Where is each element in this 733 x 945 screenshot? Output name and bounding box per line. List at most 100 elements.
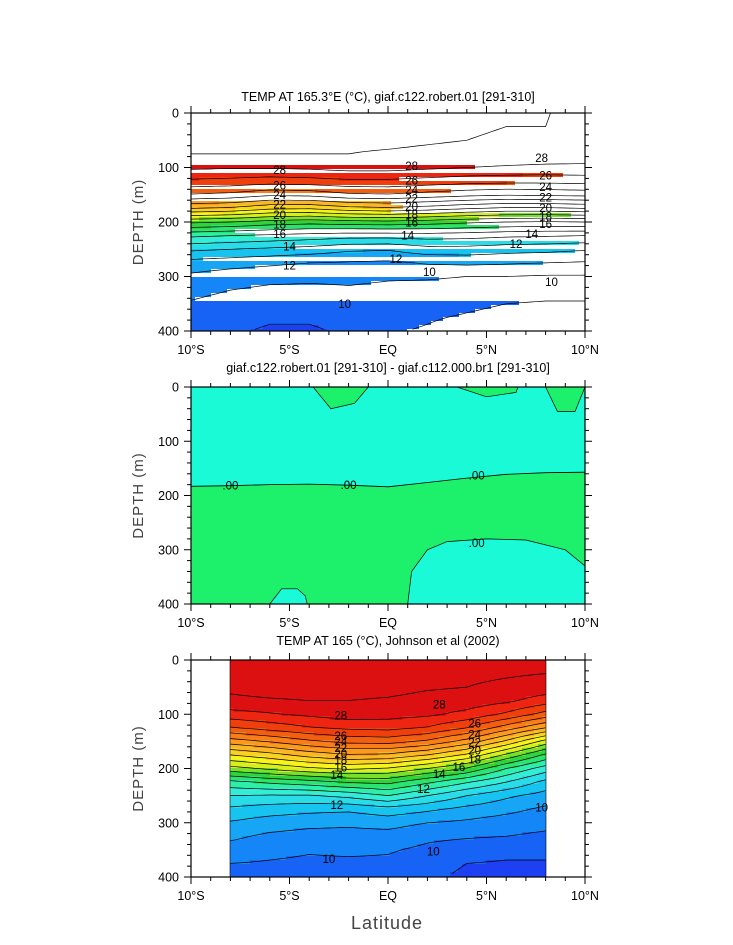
contour-fill-cell [191, 317, 443, 321]
contour-fill-cell [230, 688, 546, 692]
contour-fill-cell [250, 860, 486, 864]
contour-fill-cell [538, 780, 546, 784]
y-ticks: 0 100 200 300 400 [158, 107, 592, 339]
contour-label: .00 [469, 538, 485, 550]
contour-fill-cell [542, 748, 546, 752]
contour-label: 20 [273, 210, 286, 222]
contour-fill-cell [486, 772, 510, 776]
contour-fill-cell [422, 732, 462, 736]
contour-fill-cell [230, 816, 254, 820]
contour-fill-cell [191, 173, 523, 177]
contour-fill-cell [246, 732, 314, 736]
contour-fill-cell [490, 732, 514, 736]
contour-fill-cell [191, 165, 475, 169]
contour-fill-cell [191, 233, 255, 237]
contour-fill-cell [278, 768, 414, 772]
x-tick-label: 10°N [571, 616, 599, 630]
contour-fill-cell [230, 852, 390, 856]
contour-fill-cell [230, 664, 546, 668]
contour-fill-cell [526, 768, 546, 772]
diff-negative-region [269, 588, 308, 604]
contour-fill-cell [450, 784, 486, 788]
contour-fill-cell [406, 812, 506, 816]
contour-fill-cell [402, 760, 442, 764]
contour-fill-cell [306, 788, 426, 792]
contour-fill-cell [215, 241, 579, 245]
contour-fill-cell [482, 744, 502, 748]
contour-fill-cell [191, 181, 507, 185]
contour-fill-cell [390, 852, 546, 856]
contour-fill-cell [502, 768, 526, 772]
contour-fill-cell [518, 740, 538, 744]
contour-fill-cell [470, 736, 494, 740]
contour-fill-cell [454, 744, 482, 748]
contour-fill-cell [506, 780, 538, 784]
x-tick-label: 10°S [177, 616, 204, 630]
contour-fill-cell [490, 756, 510, 760]
contour-fill-cell [230, 804, 242, 808]
contour-fill-cell [430, 724, 474, 728]
contour-label: 28 [273, 165, 286, 177]
contour-fill-cell [191, 305, 491, 309]
diff-positive-patch [312, 387, 369, 410]
contour-fill-cell [315, 189, 451, 193]
contour-fill-cell [466, 708, 514, 712]
contour-line [230, 739, 546, 770]
contour-fill-cell [466, 776, 494, 780]
contour-fill-cell [235, 205, 363, 209]
contour-fill-cell [510, 716, 542, 720]
diff-negative-region [407, 538, 585, 604]
chart-panel-2: .00 .00 .00 .00 10°S 5°S EQ 5°N 10°N 0 100 200 300 40… [130, 361, 599, 630]
contour-fill-cell [266, 728, 450, 732]
contour-line [254, 300, 585, 330]
contour-fill-cell [434, 780, 470, 784]
contour-fill-cell [230, 720, 266, 724]
contour-fill-cell [518, 764, 542, 768]
contour-fill-cell [191, 289, 227, 293]
contour-fill-cell [534, 732, 546, 736]
contour-fill-cell [430, 748, 462, 752]
y-tick-label: 100 [158, 435, 179, 449]
contour-label: 18 [334, 755, 347, 767]
contour-label: 26 [334, 731, 347, 743]
contour-fill-cell [410, 824, 546, 828]
contour-fill-cell [270, 772, 422, 776]
y-tick-label: 400 [158, 598, 179, 612]
contour-fill-cell [263, 325, 319, 329]
contour-fill-cell [494, 776, 522, 780]
contour-fill-cell [230, 772, 270, 776]
contour-fill-cell [191, 325, 263, 329]
contour-fill-cell [330, 716, 402, 720]
contour-label: 24 [539, 182, 552, 194]
contour-label: 18 [539, 212, 552, 224]
contour-fill-cell [295, 253, 459, 257]
y-tick-label: 100 [158, 708, 179, 722]
chart-panel-3: 2828262624242222202018181616141412121010… [130, 634, 599, 903]
contour-label: 22 [539, 192, 552, 204]
contour-fill-cell [414, 796, 458, 800]
contour-fill-cell [191, 301, 519, 305]
contour-fill-cell [230, 716, 330, 720]
y-tick-label: 200 [158, 762, 179, 776]
contour-fill-cell [422, 772, 458, 776]
x-tick-label: 5°S [279, 889, 299, 903]
contour-fill-cell [522, 744, 538, 748]
contour-fill-cell [270, 740, 334, 744]
y-ticks: 0 100 200 300 400 [158, 381, 592, 612]
contour-fill-cell [191, 321, 431, 325]
contour-fill-cell [251, 329, 327, 331]
contour-fill-cell [522, 832, 546, 836]
contour-fill-cell [462, 864, 546, 868]
contour-fill-cell [230, 840, 434, 844]
contour-label: 14 [401, 231, 414, 243]
contour-fill-cell [466, 804, 546, 808]
contour-fill-cell [191, 249, 363, 253]
contour-lines [229, 660, 547, 877]
contour-fill-cell [254, 744, 310, 748]
contour-fill-cell [506, 812, 546, 816]
contour-fill-cell [510, 756, 530, 760]
contour-fill-cell [230, 736, 290, 740]
contour-fill-cell [438, 820, 546, 824]
contour-line [230, 743, 546, 775]
